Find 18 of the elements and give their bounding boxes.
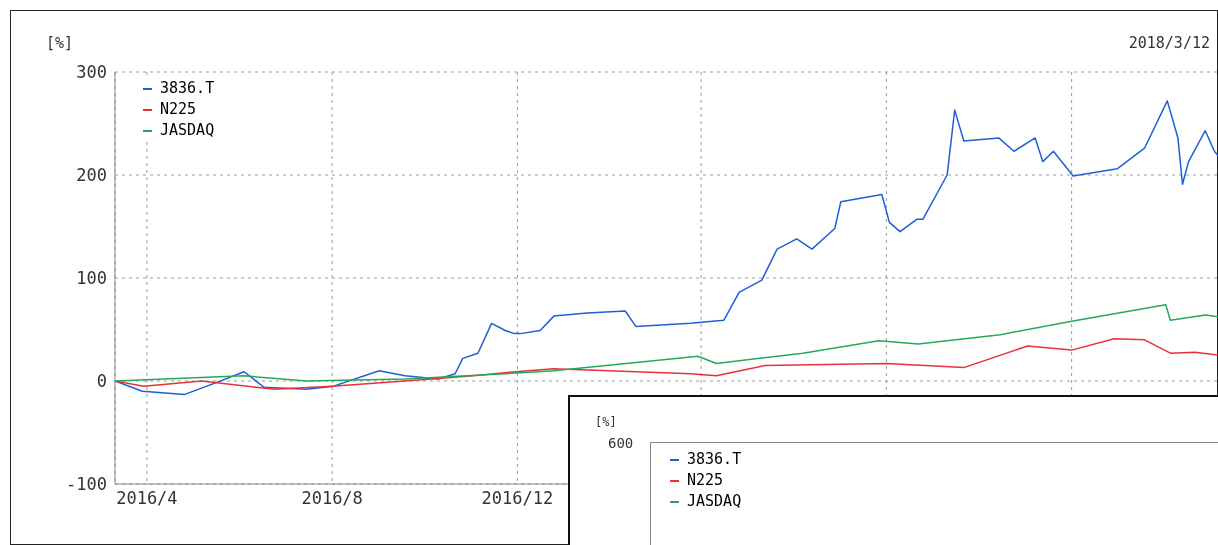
x-tick-label: 2016/12 [481,488,554,509]
legend-label: 3836.T [687,449,742,470]
legend-label: N225 [687,470,724,491]
x-tick-label: 2016/8 [301,488,363,509]
legend-label: N225 [160,99,197,120]
legend-label: 3836.T [160,78,215,99]
text: 2018/3/12 [1128,34,1210,52]
legend-label: JASDAQ [687,491,742,512]
y-tick-label: -100 [66,474,107,495]
y-tick-label: 0 [96,371,107,392]
y-tick-label: 100 [76,268,107,289]
legend-label: JASDAQ [160,120,215,141]
x-tick-label: 2016/4 [116,488,178,509]
text: [%] [595,415,617,429]
y-tick-label: 300 [76,62,107,83]
annotation: 600 [608,435,634,451]
y-tick-label: 200 [76,165,107,186]
y-axis-title: [%] [46,34,74,52]
